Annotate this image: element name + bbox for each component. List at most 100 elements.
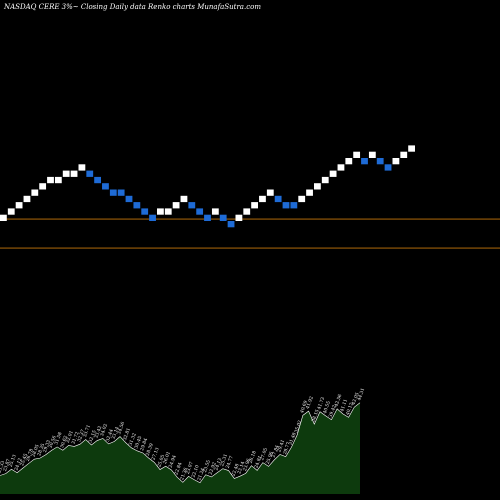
volume-value-label: 25.05 <box>156 454 166 468</box>
volume-value-label: 22.84 <box>173 462 183 476</box>
volume-value-label: 24.77 <box>225 455 235 469</box>
renko-brick-down <box>133 202 141 209</box>
renko-brick-up <box>211 208 219 215</box>
renko-brick-down <box>102 183 109 190</box>
renko-brick-down <box>361 158 368 165</box>
volume-value-label: 39.42 <box>328 404 338 418</box>
volume-value-label: 22.10 <box>191 464 201 478</box>
renko-brick-up <box>164 208 172 215</box>
renko-brick-down <box>282 202 290 209</box>
renko-brick-up <box>259 195 266 203</box>
volume-value-label: 30.62 <box>59 435 69 449</box>
renko-brick-down <box>274 195 282 203</box>
renko-brick-down <box>149 214 156 221</box>
renko-brick-up <box>0 214 7 221</box>
volume-value-label: 35.02 <box>293 419 303 433</box>
renko-brick-up <box>321 176 329 184</box>
volume-value-label: 34.02 <box>99 423 109 437</box>
renko-brick-up <box>345 158 353 165</box>
volume-value-label: 23.55 <box>202 459 212 473</box>
renko-brick-down <box>86 170 94 177</box>
volume-value-label: 21.36 <box>179 467 189 481</box>
volume-value-label: 30.56 <box>48 435 58 449</box>
volume-value-label: 23.07 <box>185 461 195 475</box>
volume-value-label: 32.15 <box>88 429 98 443</box>
volume-value-label: 26.78 <box>25 448 35 462</box>
volume-value-label: 26.01 <box>162 451 172 465</box>
renko-brick-down <box>117 189 125 196</box>
volume-value-label: 27.05 <box>259 447 269 461</box>
volume-value-label: 31.72 <box>71 431 81 445</box>
volume-labels: 23.3323.8725.1324.1225.4526.7828.0528.35… <box>0 387 366 481</box>
volume-value-label: 34.56 <box>116 421 126 435</box>
volume-value-label: 32.01 <box>65 430 75 444</box>
volume-value-label: 31.32 <box>128 432 138 446</box>
renko-brick-up <box>243 208 251 215</box>
volume-value-label: 29.33 <box>42 439 52 453</box>
renko-brick-up <box>70 170 78 177</box>
renko-brick-down <box>196 208 204 215</box>
renko-brick-down <box>141 208 149 215</box>
renko-brick-down <box>94 176 101 184</box>
volume-value-label: 38.15 <box>311 409 321 423</box>
renko-brick-down <box>125 195 133 203</box>
volume-value-label: 28.39 <box>145 442 155 456</box>
volume-value-label: 24.12 <box>13 457 23 471</box>
volume-value-label: 43.05 <box>351 392 361 406</box>
volume-value-label: 24.13 <box>213 457 223 471</box>
renko-brick-up <box>62 170 70 177</box>
renko-brick-up <box>172 202 180 209</box>
renko-brick-up <box>7 208 15 215</box>
renko-brick-up <box>353 151 361 158</box>
renko-brick-down <box>188 202 196 209</box>
renko-brick-up <box>78 164 86 171</box>
volume-value-label: 33.71 <box>82 424 92 438</box>
renko-brick-up <box>392 158 400 165</box>
renko-brick-up <box>235 214 243 221</box>
renko-brick-up <box>157 208 164 215</box>
renko-brick-down <box>219 214 227 221</box>
volume-value-label: 25.96 <box>265 451 275 465</box>
renko-brick-up <box>31 189 39 196</box>
volume-area-fill <box>0 402 360 494</box>
reference-lines <box>0 218 500 249</box>
renko-brick-up <box>54 176 62 184</box>
renko-brick-up <box>39 183 47 190</box>
volume-value-label: 25.45 <box>19 453 29 467</box>
volume-value-label: 21.24 <box>196 467 206 481</box>
volume-value-label: 44.31 <box>356 387 366 401</box>
volume-value-label: 42.56 <box>333 393 343 407</box>
volume-value-label: 29.41 <box>276 439 286 453</box>
volume-value-label: 25.31 <box>219 453 229 467</box>
renko-brick-up <box>23 195 31 203</box>
volume-area <box>0 402 361 494</box>
volume-value-label: 33.42 <box>93 425 103 439</box>
volume-area-line <box>0 402 361 484</box>
renko-brick-down <box>204 214 211 221</box>
renko-brick-up <box>337 164 345 171</box>
volume-value-label: 23.33 <box>0 460 6 474</box>
renko-brick-down <box>376 158 384 165</box>
volume-value-label: 31.58 <box>53 431 63 445</box>
renko-brick-up <box>408 145 415 152</box>
volume-value-label: 24.94 <box>168 454 178 468</box>
volume-value-label: 28.77 <box>282 441 292 455</box>
volume-value-label: 28.05 <box>31 444 41 458</box>
volume-value-label: 24.81 <box>253 455 263 469</box>
renko-brick-down <box>384 164 392 171</box>
volume-value-label: 27.13 <box>151 447 161 461</box>
renko-brick-down <box>227 221 235 228</box>
volume-value-label: 41.92 <box>305 395 315 409</box>
volume-value-label: 26.18 <box>248 450 258 464</box>
renko-brick-up <box>251 202 258 209</box>
volume-value-label: 40.12 <box>345 402 355 416</box>
volume-value-label: 32.81 <box>122 427 132 441</box>
renko-brick-up <box>314 183 321 190</box>
volume-value-label: 22.92 <box>208 461 218 475</box>
volume-value-label: 27.84 <box>271 444 281 458</box>
chart-title: NASDAQ CERE 3%~ Closing Daily data Renko… <box>3 3 261 11</box>
volume-value-label: 41.73 <box>316 396 326 410</box>
volume-value-label: 32.44 <box>105 428 115 442</box>
renko-brick-up <box>298 195 306 203</box>
